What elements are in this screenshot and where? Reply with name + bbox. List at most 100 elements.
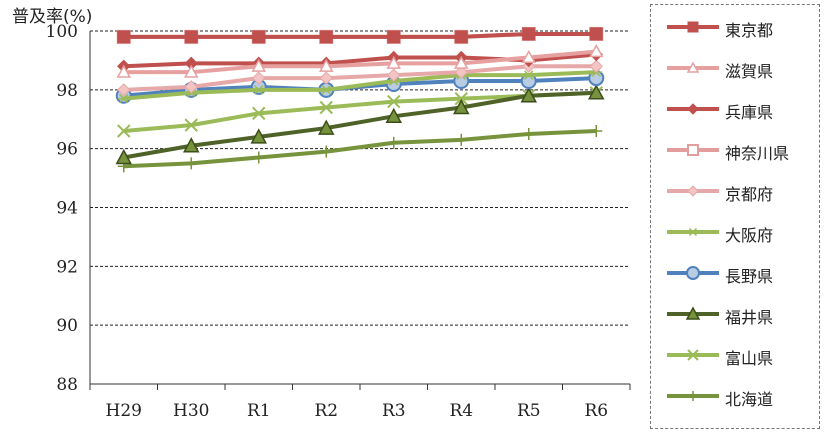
data-point xyxy=(185,157,198,170)
data-point xyxy=(454,30,468,44)
legend-swatch xyxy=(667,266,719,280)
data-point xyxy=(252,71,266,85)
series-line xyxy=(123,90,597,160)
legend-item: 富山県 xyxy=(651,343,821,368)
data-point xyxy=(117,83,131,97)
x-tick-label: R1 xyxy=(247,401,271,421)
data-point xyxy=(319,100,333,115)
data-point xyxy=(687,144,699,156)
data-point xyxy=(117,124,131,138)
data-point xyxy=(522,127,535,140)
data-point xyxy=(687,185,699,197)
data-point xyxy=(520,87,538,103)
series-line xyxy=(123,49,597,75)
y-tick-label: 94 xyxy=(56,199,78,219)
legend-item: 京都府 xyxy=(651,179,821,204)
data-point xyxy=(688,227,698,237)
data-point xyxy=(521,49,537,64)
legend-swatch xyxy=(667,103,719,115)
series-1 xyxy=(117,27,603,44)
x-tick-label: H29 xyxy=(106,401,142,421)
data-point xyxy=(522,27,536,41)
data-point xyxy=(387,30,401,44)
legend-label: 神奈川県 xyxy=(725,144,790,163)
legend-label: 兵庫県 xyxy=(725,103,774,122)
data-point xyxy=(453,55,469,69)
legend-swatch xyxy=(667,391,719,401)
legend-swatch xyxy=(667,349,719,361)
data-point xyxy=(117,93,130,104)
data-point xyxy=(687,349,699,361)
legend-swatch xyxy=(667,227,719,237)
legend: 東京都滋賀県兵庫県神奈川県京都府大阪府長野県福井県富山県北海道 xyxy=(650,4,820,429)
legend-item: 神奈川県 xyxy=(651,138,821,163)
y-tick-label: 96 xyxy=(56,140,78,160)
x-tick-label: R4 xyxy=(449,401,473,421)
legend-item: 北海道 xyxy=(651,384,821,409)
y-tick-label: 90 xyxy=(56,316,78,336)
data-point xyxy=(252,30,266,44)
y-axis-title: 普及率(%) xyxy=(12,7,92,27)
data-point xyxy=(455,133,468,146)
legend-label: 福井県 xyxy=(725,308,774,327)
series-10 xyxy=(117,125,603,173)
legend-swatch xyxy=(667,185,719,197)
data-point xyxy=(686,266,700,280)
data-point xyxy=(454,65,468,79)
data-point xyxy=(685,306,701,320)
series-8 xyxy=(115,84,605,165)
data-point xyxy=(182,137,200,153)
legend-item: 福井県 xyxy=(651,302,821,327)
legend-label: 京都府 xyxy=(725,185,774,204)
legend-item: 滋賀県 xyxy=(651,56,821,81)
data-point xyxy=(184,30,198,44)
legend-item: 東京都 xyxy=(651,15,821,40)
data-point xyxy=(686,61,700,73)
data-point xyxy=(452,98,470,115)
data-point xyxy=(252,151,265,164)
data-point xyxy=(115,148,133,165)
data-point xyxy=(687,21,699,33)
data-point xyxy=(116,64,132,78)
data-point xyxy=(385,107,403,124)
legend-label: 長野県 xyxy=(725,267,774,286)
data-point xyxy=(184,118,198,132)
data-point xyxy=(387,136,400,149)
y-tick-label: 100 xyxy=(46,22,78,42)
legend-label: 大阪府 xyxy=(725,226,774,245)
data-point xyxy=(386,55,402,69)
line-chart: 普及率(%) 88 90 92 94 96 98 100 H29 H30 R1 R2 R3 R4 R5 R6 xyxy=(12,7,631,421)
legend-label: 富山県 xyxy=(725,349,774,368)
legend-item: 兵庫県 xyxy=(651,97,821,122)
series-line xyxy=(123,129,597,169)
data-point xyxy=(387,68,401,82)
data-point xyxy=(587,84,605,100)
data-point xyxy=(320,145,333,158)
data-point xyxy=(117,30,131,44)
x-tick-label: H30 xyxy=(173,401,209,421)
data-point xyxy=(687,103,699,115)
x-tick-label: R5 xyxy=(517,401,541,421)
data-point xyxy=(590,125,603,138)
data-point xyxy=(688,391,698,401)
y-tick-label: 92 xyxy=(56,257,78,277)
legend-swatch xyxy=(667,21,719,33)
series-2 xyxy=(116,44,604,78)
x-tick-label: R3 xyxy=(382,401,406,421)
data-point xyxy=(183,64,199,78)
data-point xyxy=(454,91,468,106)
x-tick-label: R2 xyxy=(314,401,338,421)
series-5 xyxy=(117,59,603,97)
legend-swatch xyxy=(667,144,719,156)
x-tick-label: R6 xyxy=(584,401,608,421)
legend-label: 滋賀県 xyxy=(725,62,774,81)
data-point xyxy=(320,85,333,95)
y-tick-label: 88 xyxy=(56,375,78,395)
data-point xyxy=(317,119,335,135)
series-line xyxy=(123,31,597,39)
data-point xyxy=(387,94,401,109)
data-point xyxy=(589,59,603,74)
data-point xyxy=(184,80,198,94)
legend-item: 長野県 xyxy=(651,261,821,286)
